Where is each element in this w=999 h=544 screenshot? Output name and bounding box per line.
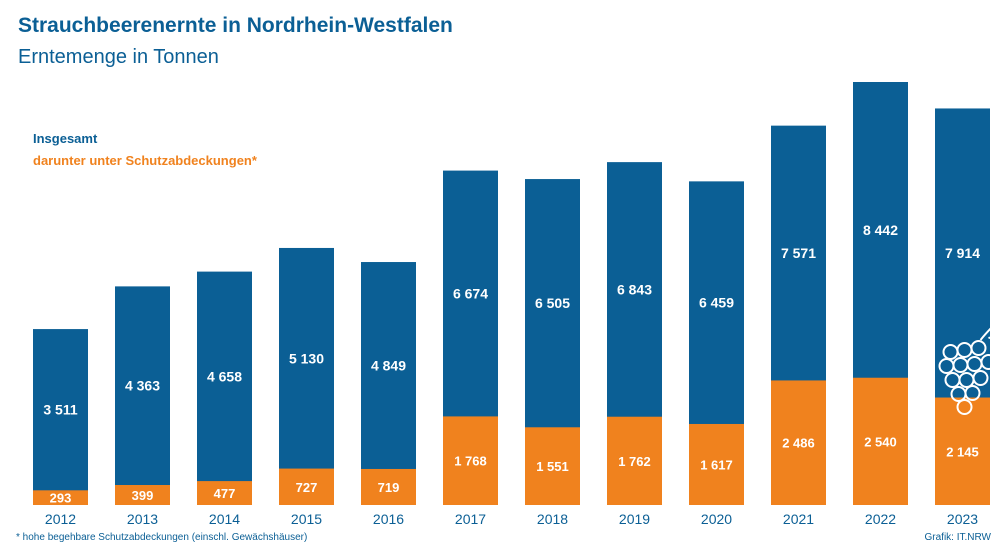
bar-covered-2017 [443, 416, 498, 505]
legend-item-total: Insgesamt [33, 131, 98, 146]
bar-covered-2020 [689, 423, 744, 505]
chart-subtitle: Erntemenge in Tonnen [18, 46, 219, 68]
data-label-covered-2014: 477 [214, 486, 236, 501]
bar-total-2016 [361, 262, 416, 505]
data-label-covered-2020: 1 617 [700, 457, 733, 472]
bar-total-2012 [33, 329, 88, 505]
data-label-covered-2015: 727 [296, 480, 318, 495]
data-label-total-2012: 3 511 [43, 402, 77, 418]
bar-covered-2013 [115, 485, 170, 505]
bar-covered-2015 [279, 468, 334, 505]
data-label-covered-2017: 1 768 [454, 454, 487, 469]
bar-covered-2023 [935, 397, 990, 505]
data-label-total-2016: 4 849 [371, 358, 406, 374]
data-label-total-2014: 4 658 [207, 368, 242, 384]
bar-covered-2014 [197, 481, 252, 505]
bar-covered-2021 [771, 380, 826, 505]
data-label-covered-2016: 719 [378, 480, 400, 495]
data-label-total-2015: 5 130 [289, 350, 324, 366]
x-tick-label-2015: 2015 [291, 511, 322, 527]
berry-icon [938, 318, 999, 415]
x-tick-label-2021: 2021 [783, 511, 814, 527]
data-label-covered-2013: 399 [132, 488, 154, 503]
data-label-total-2019: 6 843 [617, 281, 652, 297]
data-label-covered-2012: 293 [50, 491, 72, 506]
source-credit: Grafik: IT.NRW [924, 532, 991, 543]
data-label-total-2023: 7 914 [945, 245, 980, 261]
data-label-covered-2022: 2 540 [864, 434, 897, 449]
data-label-covered-2018: 1 551 [536, 459, 569, 474]
x-tick-label-2018: 2018 [537, 511, 568, 527]
bar-total-2015 [279, 247, 334, 505]
x-tick-label-2020: 2020 [701, 511, 732, 527]
data-label-total-2021: 7 571 [781, 245, 816, 261]
data-label-covered-2023: 2 145 [946, 444, 979, 459]
footnote: * hohe begehbare Schutzabdeckungen (eins… [16, 532, 308, 543]
chart-title: Strauchbeerenernte in Nordrhein-Westfale… [18, 14, 453, 37]
x-tick-label-2013: 2013 [127, 511, 158, 527]
legend-item-covered: darunter unter Schutzabdeckungen* [33, 153, 257, 168]
bar-total-2013 [115, 286, 170, 505]
legend: Insgesamt darunter unter Schutzabdeckung… [33, 131, 257, 175]
x-tick-label-2023: 2023 [947, 511, 978, 527]
x-tick-label-2022: 2022 [865, 511, 896, 527]
bar-covered-2019 [607, 416, 662, 505]
bar-covered-2016 [361, 468, 416, 505]
x-tick-label-2019: 2019 [619, 511, 650, 527]
data-label-covered-2019: 1 762 [618, 454, 651, 469]
x-tick-label-2012: 2012 [45, 511, 76, 527]
bar-total-2014 [197, 271, 252, 505]
x-tick-label-2014: 2014 [209, 511, 240, 527]
bar-covered-2012 [33, 490, 88, 505]
data-label-covered-2021: 2 486 [782, 436, 815, 451]
data-label-total-2013: 4 363 [125, 378, 160, 394]
bar-covered-2018 [525, 427, 580, 505]
data-label-total-2022: 8 442 [863, 222, 898, 238]
x-tick-label-2016: 2016 [373, 511, 404, 527]
x-tick-label-2017: 2017 [455, 511, 486, 527]
bar-covered-2022 [853, 377, 908, 505]
data-label-total-2017: 6 674 [453, 286, 488, 302]
data-label-total-2020: 6 459 [699, 295, 734, 311]
data-label-total-2018: 6 505 [535, 295, 570, 311]
